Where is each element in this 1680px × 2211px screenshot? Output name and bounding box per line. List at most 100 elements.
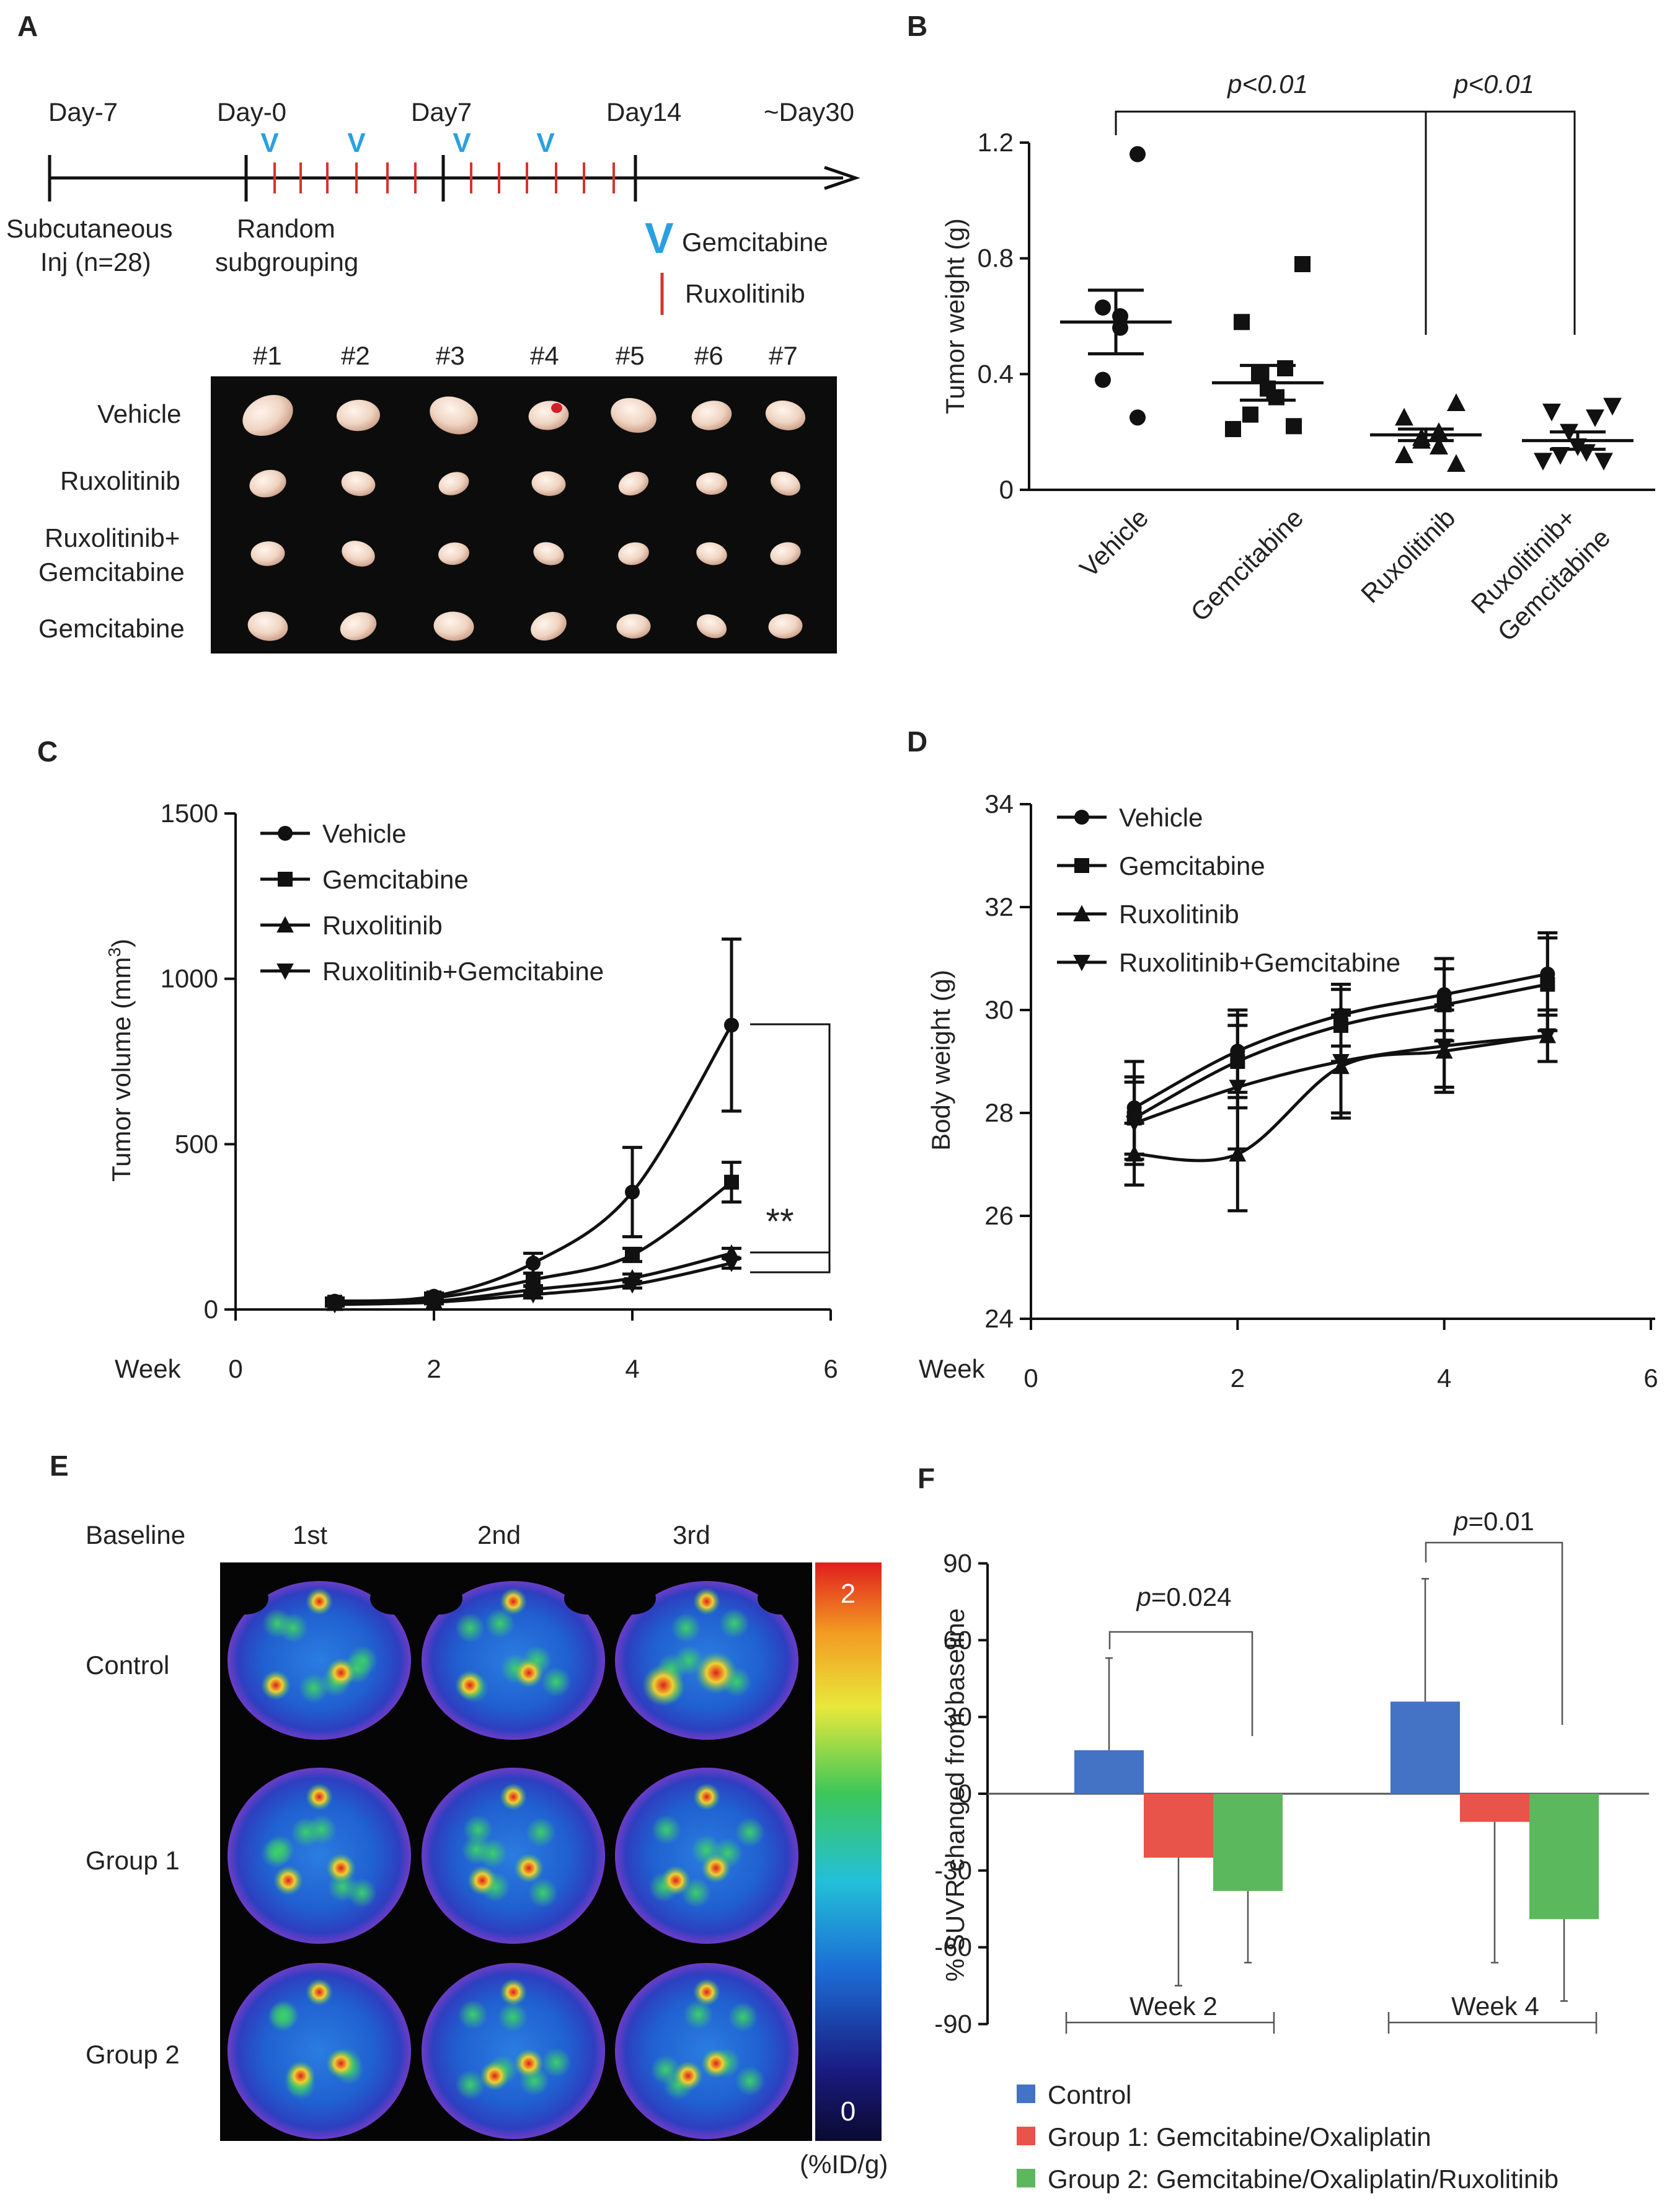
tumor-sample — [430, 396, 478, 435]
photo-col-label: #2 — [341, 341, 370, 370]
tumor-sample — [533, 542, 564, 565]
pet-hotspot — [467, 1866, 497, 1895]
ruxolitinib-ticks — [273, 162, 615, 193]
f-y-tick-label: 90 — [943, 1549, 972, 1578]
f-p-value: p=0.01 — [1452, 1507, 1534, 1536]
b-data-point — [1447, 393, 1466, 411]
photo-col-label: #7 — [769, 341, 798, 370]
photo-col-label: #3 — [436, 341, 465, 370]
pet-uptake-area — [651, 1815, 681, 1845]
c-y-tick-label: 500 — [175, 1129, 218, 1158]
c-x-axis-label: Week — [115, 1354, 182, 1383]
c-y-tick-label: 0 — [204, 1295, 218, 1324]
pet-hotspot — [514, 2049, 544, 2078]
c-significance-stars: ** — [766, 1202, 794, 1242]
c-legend-label: Ruxolitinib+Gemcitabine — [322, 957, 604, 986]
timeline-arrow — [824, 166, 860, 190]
tumor-sample — [691, 401, 732, 430]
c-data-point — [624, 1277, 641, 1294]
tumor-sample — [433, 611, 474, 641]
tumor-sample — [618, 542, 649, 565]
pet-scale-min: 0 — [841, 2096, 855, 2127]
c-legend-marker — [276, 916, 294, 933]
d-data-point — [1229, 1145, 1247, 1162]
gemcitabine-legend-label: Gemcitabine — [682, 228, 828, 257]
b-y-tick-label: 0.4 — [978, 359, 1014, 388]
f-y-tick-label: -60 — [934, 1933, 972, 1962]
tumor-sample — [611, 397, 657, 433]
b-significance: p<0.01 p<0.01 — [1115, 69, 1576, 335]
pet-row-label: Group 1 — [86, 1846, 180, 1875]
tumor-sample — [765, 401, 806, 430]
pet-uptake-area — [683, 2000, 714, 2030]
c-data-point — [625, 1184, 640, 1200]
pet-hotspot — [306, 1978, 333, 2006]
f-y-tick-label: 0 — [958, 1779, 972, 1808]
b-data-point — [1095, 299, 1111, 316]
b-data-point — [1130, 146, 1146, 162]
f-bracket — [1108, 1631, 1253, 1736]
pet-brain — [422, 1768, 605, 1944]
d-data-point — [1539, 1028, 1557, 1045]
pet-hotspot — [286, 2061, 316, 2091]
b-data-point — [1225, 421, 1241, 437]
d-legend-marker — [1073, 905, 1090, 921]
f-legend-swatch — [1017, 2127, 1035, 2145]
pet-uptake-area — [526, 1817, 556, 1848]
b-data-point — [1294, 256, 1311, 272]
day-label: ~Day30 — [764, 97, 854, 126]
c-legend-label: Ruxolitinib — [322, 911, 443, 940]
gemcitabine-dose-marker: V — [536, 128, 555, 158]
d-x-axis-label: Week — [919, 1354, 986, 1383]
tumor-sample — [771, 471, 800, 496]
f-week-labels: Week 2 Week 4 — [1065, 1992, 1598, 2034]
tumor-sample — [768, 614, 803, 639]
b-data-point — [1447, 454, 1466, 472]
c-bracket — [750, 1023, 831, 1274]
f-category-label: Week 2 — [1130, 1992, 1218, 2021]
c-legend-marker — [278, 826, 293, 841]
b-y-tick-label: 0.8 — [978, 244, 1014, 273]
b-data-point — [1286, 418, 1302, 435]
c-data-point — [524, 1287, 542, 1304]
c-legend-label: Vehicle — [322, 819, 406, 848]
b-data-point — [1395, 407, 1413, 426]
f-bar — [1460, 1794, 1529, 1822]
pet-scale-unit: (%ID/g) — [800, 2150, 888, 2179]
f-significance: p=0.024 p=0.01 — [1108, 1507, 1563, 1736]
tumor-sample — [340, 612, 377, 640]
d-x-tick-label: 6 — [1643, 1363, 1658, 1393]
c-data-point — [425, 1295, 443, 1311]
d-legend-marker — [1073, 955, 1090, 972]
pet-hotspot — [500, 1588, 527, 1615]
pet-hotspot — [480, 2061, 510, 2091]
f-legend-swatch — [1017, 2085, 1035, 2103]
b-x-tick-label: Gemcitabine — [1185, 503, 1309, 627]
b-data-point — [1395, 445, 1413, 463]
pet-uptake-area — [485, 1608, 515, 1639]
pet-uptake-area — [261, 1838, 291, 1869]
pet-uptake-area — [671, 1613, 701, 1643]
d-plot — [1124, 931, 1558, 1213]
f-y-tick-label: -90 — [934, 2009, 972, 2039]
f-legend-label: Group 2: Gemcitabine/Oxaliplatin/Ruxolit… — [1048, 2164, 1558, 2194]
subcutaneous-label: Subcutaneous — [6, 214, 173, 243]
pet-uptake-area — [528, 1877, 558, 1908]
d-y-tick-label: 34 — [984, 789, 1014, 818]
panel-a: A Day-7 Day-0 Day7 Day14 ~Day30 V V V V Sub… — [6, 10, 860, 654]
photo-row-label: Gemcitabine — [38, 557, 185, 587]
f-y-tick-label: 30 — [943, 1702, 972, 1731]
b-data-point — [1594, 453, 1613, 471]
b-bracket — [1115, 110, 1576, 335]
pet-uptake-area — [728, 2002, 758, 2032]
panel-c: C 0 500 1000 1500 0 2 4 6 Week Tumor volume (mm… — [37, 735, 838, 1383]
tumor-sample — [342, 541, 375, 567]
b-y-axis-label: Tumor weight (g) — [940, 218, 970, 414]
pet-colorbar — [815, 1562, 882, 2141]
pet-uptake-area — [306, 1815, 337, 1845]
photo-row-label: Vehicle — [97, 399, 181, 428]
gemcitabine-dose-marker: V — [347, 128, 366, 158]
pet-hotspot — [693, 1783, 720, 1810]
d-y-tick-label: 26 — [984, 1201, 1014, 1230]
d-data-point — [1229, 1079, 1247, 1096]
